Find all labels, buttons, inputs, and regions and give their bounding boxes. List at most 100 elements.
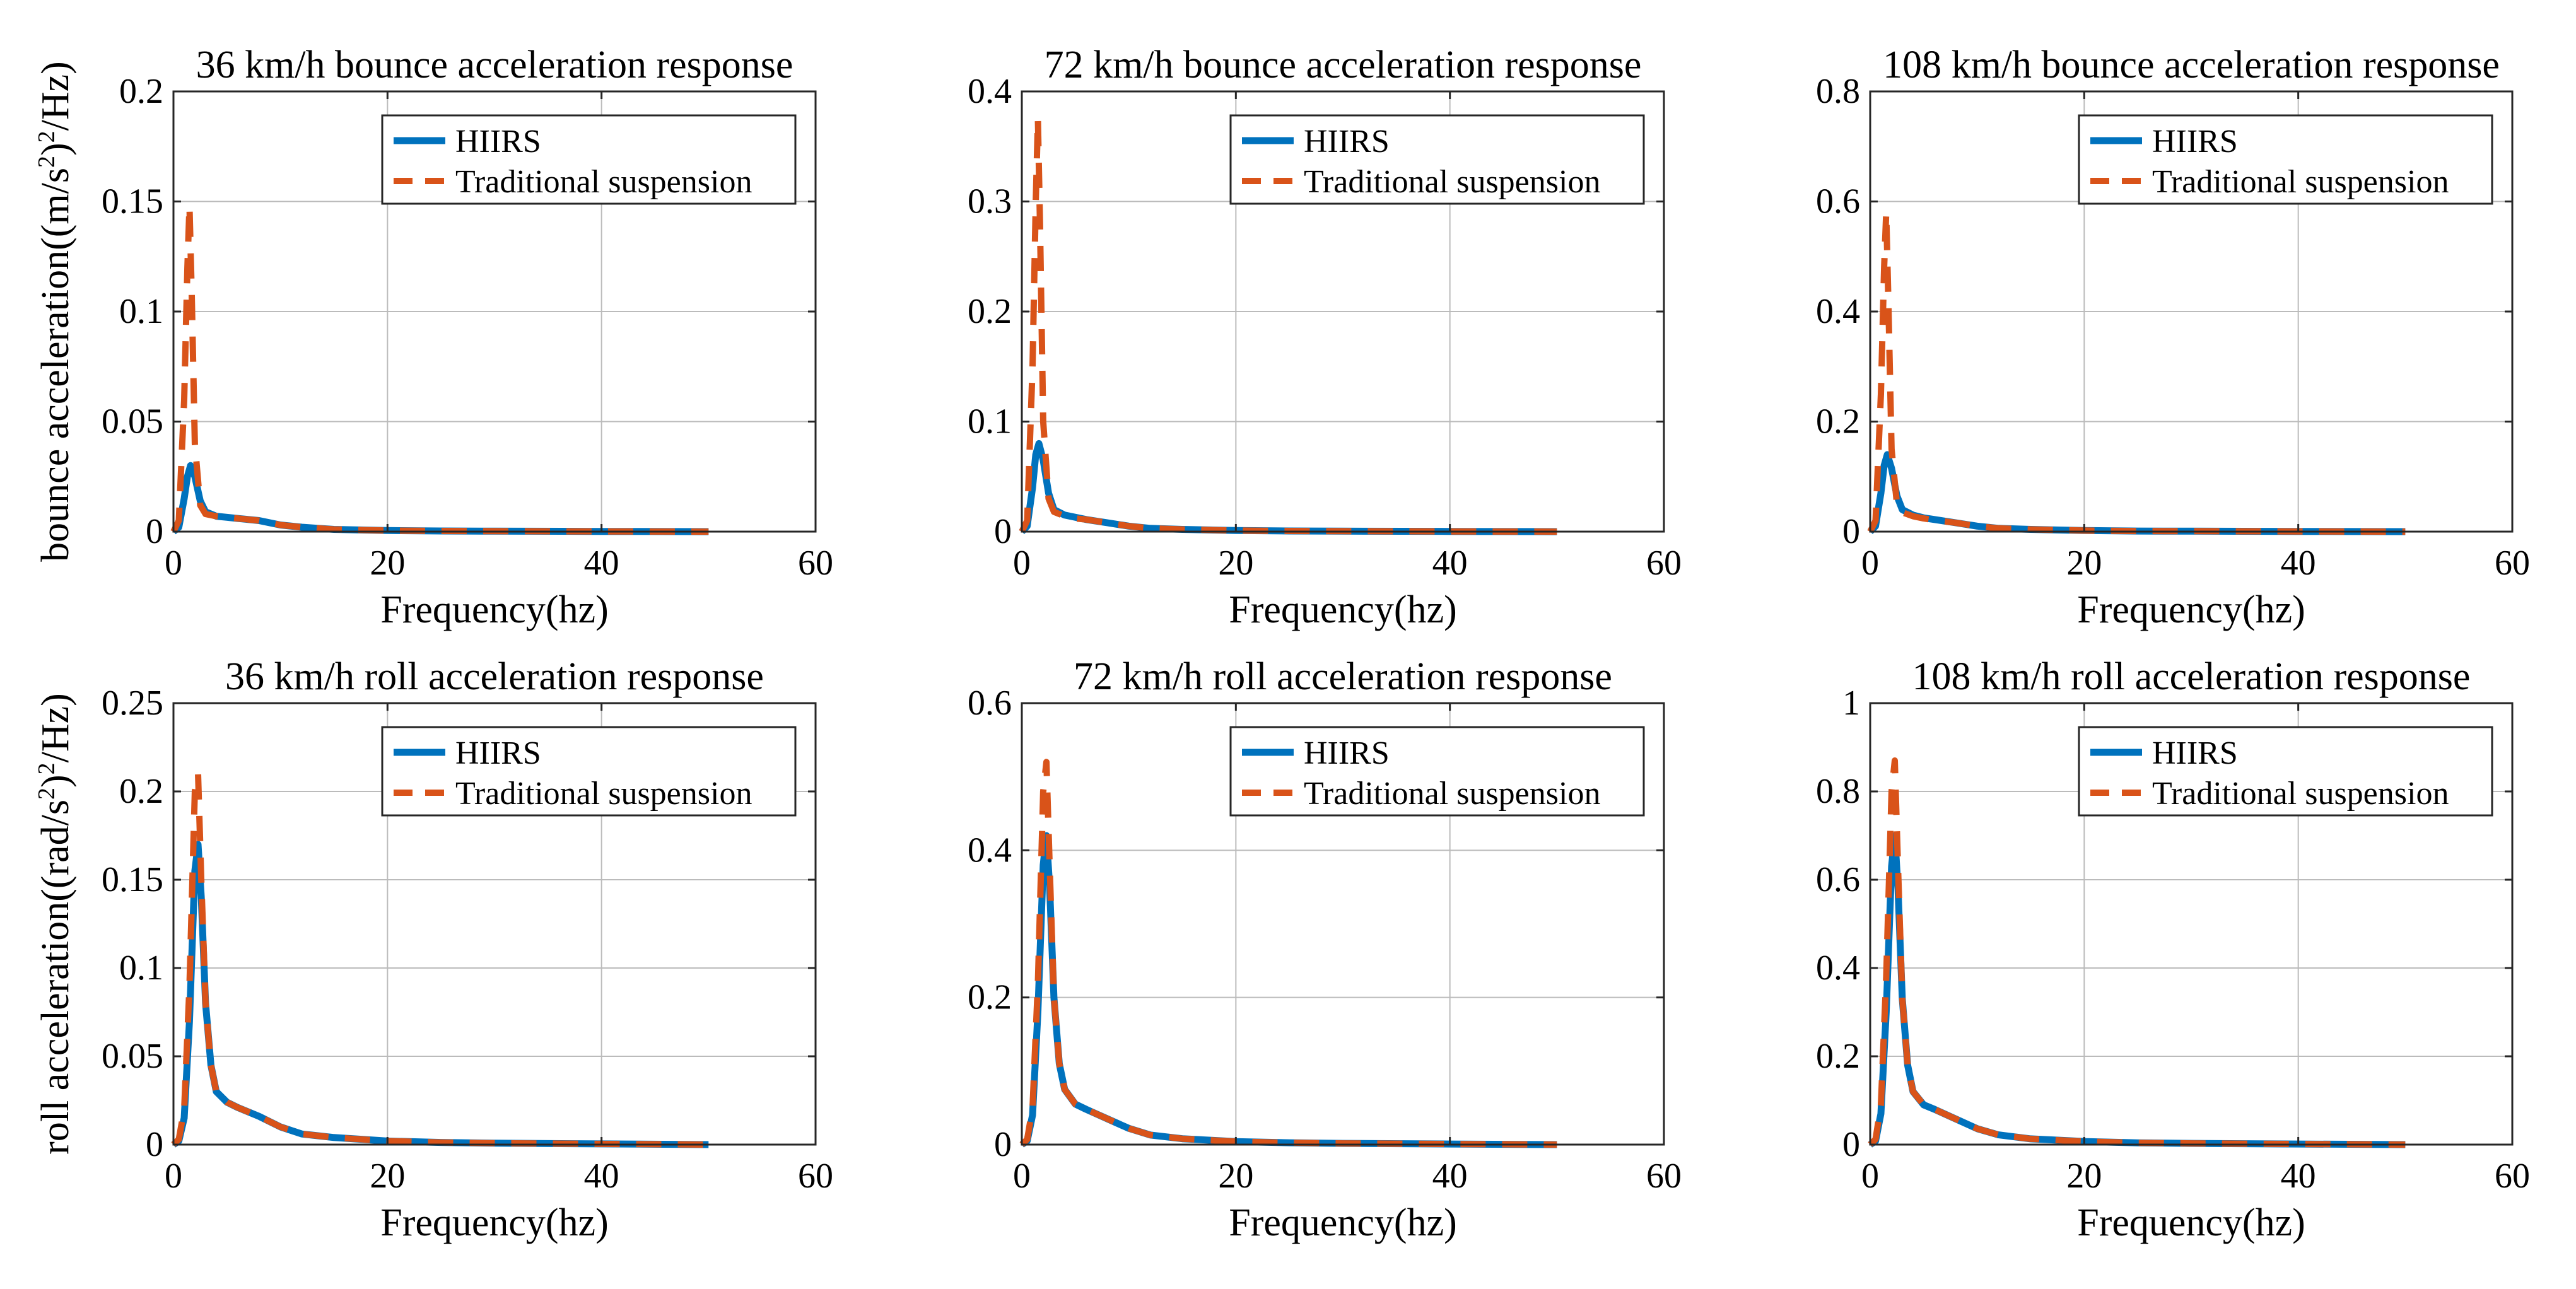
chart-title: 36 km/h roll acceleration response: [225, 655, 764, 698]
legend: HIIRS Traditional suspension: [1229, 726, 1645, 817]
x-tick-label: 40: [1432, 1157, 1468, 1196]
legend-label-traditional: Traditional suspension: [1304, 776, 1600, 812]
x-tick-label: 60: [2495, 544, 2530, 583]
y-tick-label: 0.1: [119, 948, 163, 988]
x-axis-label: Frequency(hz): [1229, 1201, 1457, 1244]
y-tick-label: 0.2: [1816, 1037, 1860, 1076]
y-tick-label: 0.4: [1816, 292, 1860, 331]
bounce-ylabel-sup2: 2: [33, 131, 60, 143]
chart-title: 72 km/h bounce acceleration response: [1045, 44, 1642, 86]
y-tick-label: 0: [146, 512, 163, 551]
legend-box: [2078, 114, 2493, 205]
y-tick-label: 0.05: [102, 402, 163, 441]
y-tick-label: 0.15: [102, 182, 163, 221]
x-axis-label: Frequency(hz): [2077, 1201, 2305, 1244]
y-tick-label: 0.4: [968, 831, 1012, 870]
y-tick-label: 0.2: [968, 292, 1012, 331]
x-tick-label: 0: [1861, 1157, 1879, 1196]
chart-title: 108 km/h bounce acceleration response: [1883, 44, 2500, 86]
axes-frame: [1869, 702, 2514, 1146]
y-tick-label: 1: [1842, 684, 1860, 723]
axes-frame: [1021, 702, 1665, 1146]
x-tick-label: 0: [165, 1157, 182, 1196]
x-tick-label: 60: [1646, 1157, 1682, 1196]
legend: HIIRS Traditional suspension: [381, 114, 797, 205]
x-tick-label: 20: [2066, 1157, 2102, 1196]
x-tick-label: 0: [165, 544, 182, 583]
x-tick-label: 20: [370, 1157, 405, 1196]
x-tick-label: 20: [1218, 1157, 1253, 1196]
legend-box: [1229, 726, 1645, 817]
legend-label-hiirs: HIIRS: [2152, 735, 2238, 771]
chart-title: 36 km/h bounce acceleration response: [196, 44, 793, 86]
x-tick-label: 0: [1013, 1157, 1031, 1196]
legend-label-hiirs: HIIRS: [455, 735, 541, 771]
bounce-ylabel-tail: /Hz): [34, 61, 77, 131]
x-axis-label: Frequency(hz): [380, 1201, 609, 1244]
chart-title: 72 km/h roll acceleration response: [1074, 655, 1612, 698]
x-tick-label: 40: [584, 544, 619, 583]
y-tick-label: 0.4: [968, 72, 1012, 111]
series-line-traditional: [171, 771, 709, 1148]
bounce-ylabel-main: bounce acceleration((m/s: [34, 168, 77, 562]
series-line-traditional: [1019, 115, 1557, 535]
y-tick-label: 0.1: [968, 402, 1012, 441]
y-tick-label: 0.6: [1816, 182, 1860, 221]
panel-bounce-36: 0 20 40 60 0 0.05 0.1 0.15 0.2 36 km/h bounce acc…: [102, 44, 833, 631]
x-tick-label: 40: [2281, 544, 2316, 583]
panel-roll-108: 0 20 40 60 0 0.2 0.4 0.6 0.8 1 108 km/h roll accel…: [1816, 655, 2530, 1244]
y-tick-label: 0.25: [102, 684, 163, 723]
legend-label-hiirs: HIIRS: [455, 124, 541, 160]
x-tick-label: 20: [370, 544, 405, 583]
x-tick-label: 40: [2281, 1157, 2316, 1196]
y-tick-label: 0.6: [968, 684, 1012, 723]
bounce-ylabel-mid: ): [34, 143, 77, 156]
legend: HIIRS Traditional suspension: [381, 726, 797, 817]
x-axis-label: Frequency(hz): [1229, 588, 1457, 631]
y-tick-label: 0.6: [1816, 860, 1860, 899]
legend-label-traditional: Traditional suspension: [2152, 776, 2449, 812]
roll-ylabel: roll acceleration((rad/s2)2/Hz): [33, 693, 77, 1155]
series-line-traditional: [1868, 757, 2406, 1148]
chart-title: 108 km/h roll acceleration response: [1912, 655, 2471, 698]
roll-ylabel-tail: /Hz): [34, 693, 77, 762]
series-line-traditional: [1019, 759, 1557, 1148]
legend-label-traditional: Traditional suspension: [455, 164, 752, 200]
legend-box: [381, 726, 797, 817]
y-tick-label: 0.8: [1816, 772, 1860, 811]
roll-ylabel-sup1: 2: [33, 788, 60, 800]
y-tick-label: 0.4: [1816, 948, 1860, 988]
roll-ylabel-mid: ): [34, 774, 77, 788]
y-tick-label: 0: [1842, 512, 1860, 551]
legend: HIIRS Traditional suspension: [2078, 726, 2493, 817]
x-tick-label: 60: [1646, 544, 1682, 583]
axes-frame: [172, 702, 817, 1146]
x-tick-label: 0: [1013, 544, 1031, 583]
x-axis-label: Frequency(hz): [2077, 588, 2305, 631]
y-tick-label: 0.1: [119, 292, 163, 331]
y-tick-label: 0.3: [968, 182, 1012, 221]
y-tick-label: 0.2: [1816, 402, 1860, 441]
panel-roll-72: 0 20 40 60 0 0.2 0.4 0.6 72 km/h roll accelerati…: [968, 655, 1682, 1244]
y-tick-label: 0: [1842, 1125, 1860, 1164]
x-tick-label: 40: [1432, 544, 1468, 583]
bounce-ylabel: bounce acceleration((m/s2)2/Hz): [33, 61, 77, 562]
legend-box: [1229, 114, 1645, 205]
legend-label-hiirs: HIIRS: [2152, 124, 2238, 160]
y-tick-label: 0.05: [102, 1037, 163, 1076]
x-tick-label: 20: [2066, 544, 2102, 583]
x-tick-label: 40: [584, 1157, 619, 1196]
panel-bounce-72: 0 20 40 60 0 0.1 0.2 0.3 0.4 72 km/h bounce accel…: [968, 44, 1682, 631]
y-tick-label: 0.2: [119, 772, 163, 811]
y-tick-label: 0: [994, 1125, 1012, 1164]
y-tick-label: 0.15: [102, 860, 163, 899]
legend: HIIRS Traditional suspension: [1229, 114, 1645, 205]
legend-label-traditional: Traditional suspension: [1304, 164, 1600, 200]
x-tick-label: 20: [1218, 544, 1253, 583]
y-tick-label: 0.2: [968, 978, 1012, 1017]
x-axis-label: Frequency(hz): [380, 588, 609, 631]
legend-label-traditional: Traditional suspension: [2152, 164, 2449, 200]
panel-bounce-108: 0 20 40 60 0 0.2 0.4 0.6 0.8 108 km/h bounce acce…: [1816, 44, 2530, 631]
bounce-ylabel-sup1: 2: [33, 156, 60, 168]
